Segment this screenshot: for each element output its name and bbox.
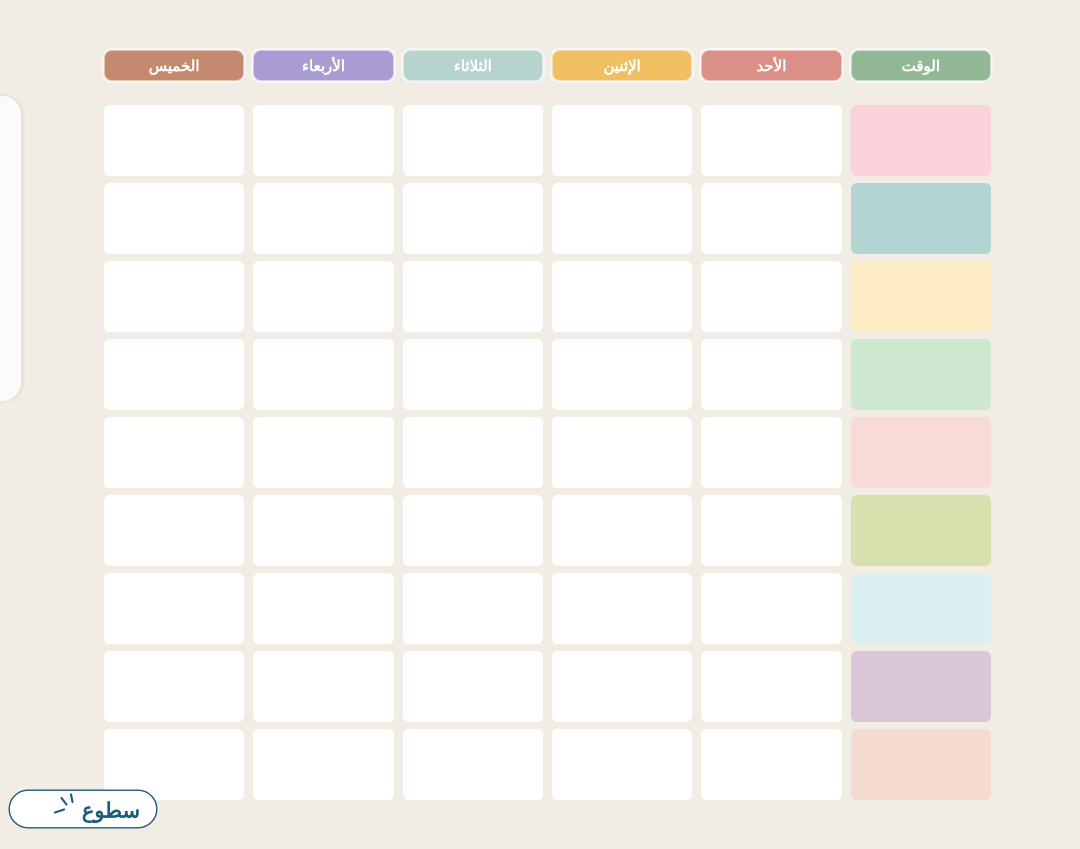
svg-text:سطوع: سطوع — [82, 800, 140, 824]
